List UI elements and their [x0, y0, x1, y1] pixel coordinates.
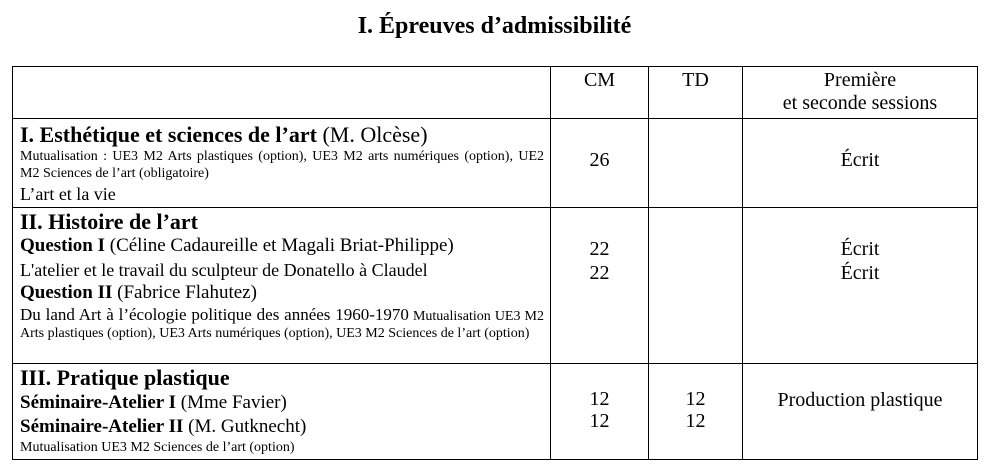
cm-hours: 26 — [589, 149, 610, 171]
course-and-mutualisation: Du land Art à l’écologie politique des a… — [20, 305, 544, 341]
session-type: Écrit — [840, 238, 880, 260]
td-cell — [648, 118, 743, 208]
art-history-cell: II. Histoire de l’art Question I (Céline… — [12, 207, 551, 364]
session-type: Écrit — [840, 262, 880, 284]
session-cell: Écrit — [742, 118, 978, 208]
section-title: I. Esthétique et sciences de l’art (M. O… — [20, 122, 428, 147]
session-cell: Écrit Écrit — [742, 207, 978, 364]
cm-cell: 26 — [550, 118, 649, 208]
table-row-aesthetics: I. Esthétique et sciences de l’art (M. O… — [12, 118, 978, 208]
seminar-line: Séminaire-Atelier I (Mme Favier) — [20, 392, 287, 413]
plastic-practice-cell: III. Pratique plastique Séminaire-Atelie… — [12, 363, 551, 460]
mutualisation-note: Mutualisation : UE3 M2 Arts plastiques (… — [20, 149, 544, 181]
table-row-art-history: II. Histoire de l’art Question I (Céline… — [12, 207, 978, 364]
header-td: TD — [648, 66, 743, 119]
cm-hours: 12 — [589, 388, 610, 410]
cm-cell: 12 12 — [550, 363, 649, 460]
section-title: II. Histoire de l’art — [20, 209, 199, 234]
course-title: L'atelier et le travail du sculpteur de … — [20, 260, 428, 280]
header-empty-cell — [12, 66, 551, 119]
aesthetics-cell: I. Esthétique et sciences de l’art (M. O… — [12, 118, 551, 208]
table-row-plastic-practice: III. Pratique plastique Séminaire-Atelie… — [12, 363, 978, 460]
session-type: Production plastique — [777, 389, 943, 411]
page-title: I. Épreuves d’admissibilité — [357, 13, 632, 39]
header-sessions: Première et seconde sessions — [742, 66, 978, 119]
session-type: Écrit — [840, 149, 880, 171]
td-cell: 12 12 — [648, 363, 743, 460]
td-hours: 12 — [685, 388, 706, 410]
td-hours: 12 — [685, 410, 706, 432]
cm-hours: 12 — [589, 410, 610, 432]
table-header-row: CM TD Première et seconde sessions — [12, 66, 978, 119]
seminar-line: Séminaire-Atelier II (M. Gutknecht) — [20, 416, 307, 437]
cm-cell: 22 22 — [550, 207, 649, 364]
exam-table: CM TD Première et seconde sessions I. Es… — [12, 66, 978, 460]
header-sessions-line2: et seconde sessions — [782, 92, 938, 114]
question-line: Question II (Fabrice Flahutez) — [20, 282, 257, 303]
session-cell: Production plastique — [742, 363, 978, 460]
cm-hours: 22 — [589, 262, 610, 284]
header-cm: CM — [550, 66, 649, 119]
cm-hours: 22 — [589, 238, 610, 260]
question-line: Question I (Céline Cadaureille et Magali… — [20, 235, 454, 256]
mutualisation-note: Mutualisation UE3 M2 Sciences de l’art (… — [20, 440, 295, 455]
course-title: L’art et la vie — [20, 184, 116, 204]
td-cell — [648, 207, 743, 364]
section-title: III. Pratique plastique — [20, 365, 230, 390]
header-sessions-line1: Première — [823, 69, 897, 91]
